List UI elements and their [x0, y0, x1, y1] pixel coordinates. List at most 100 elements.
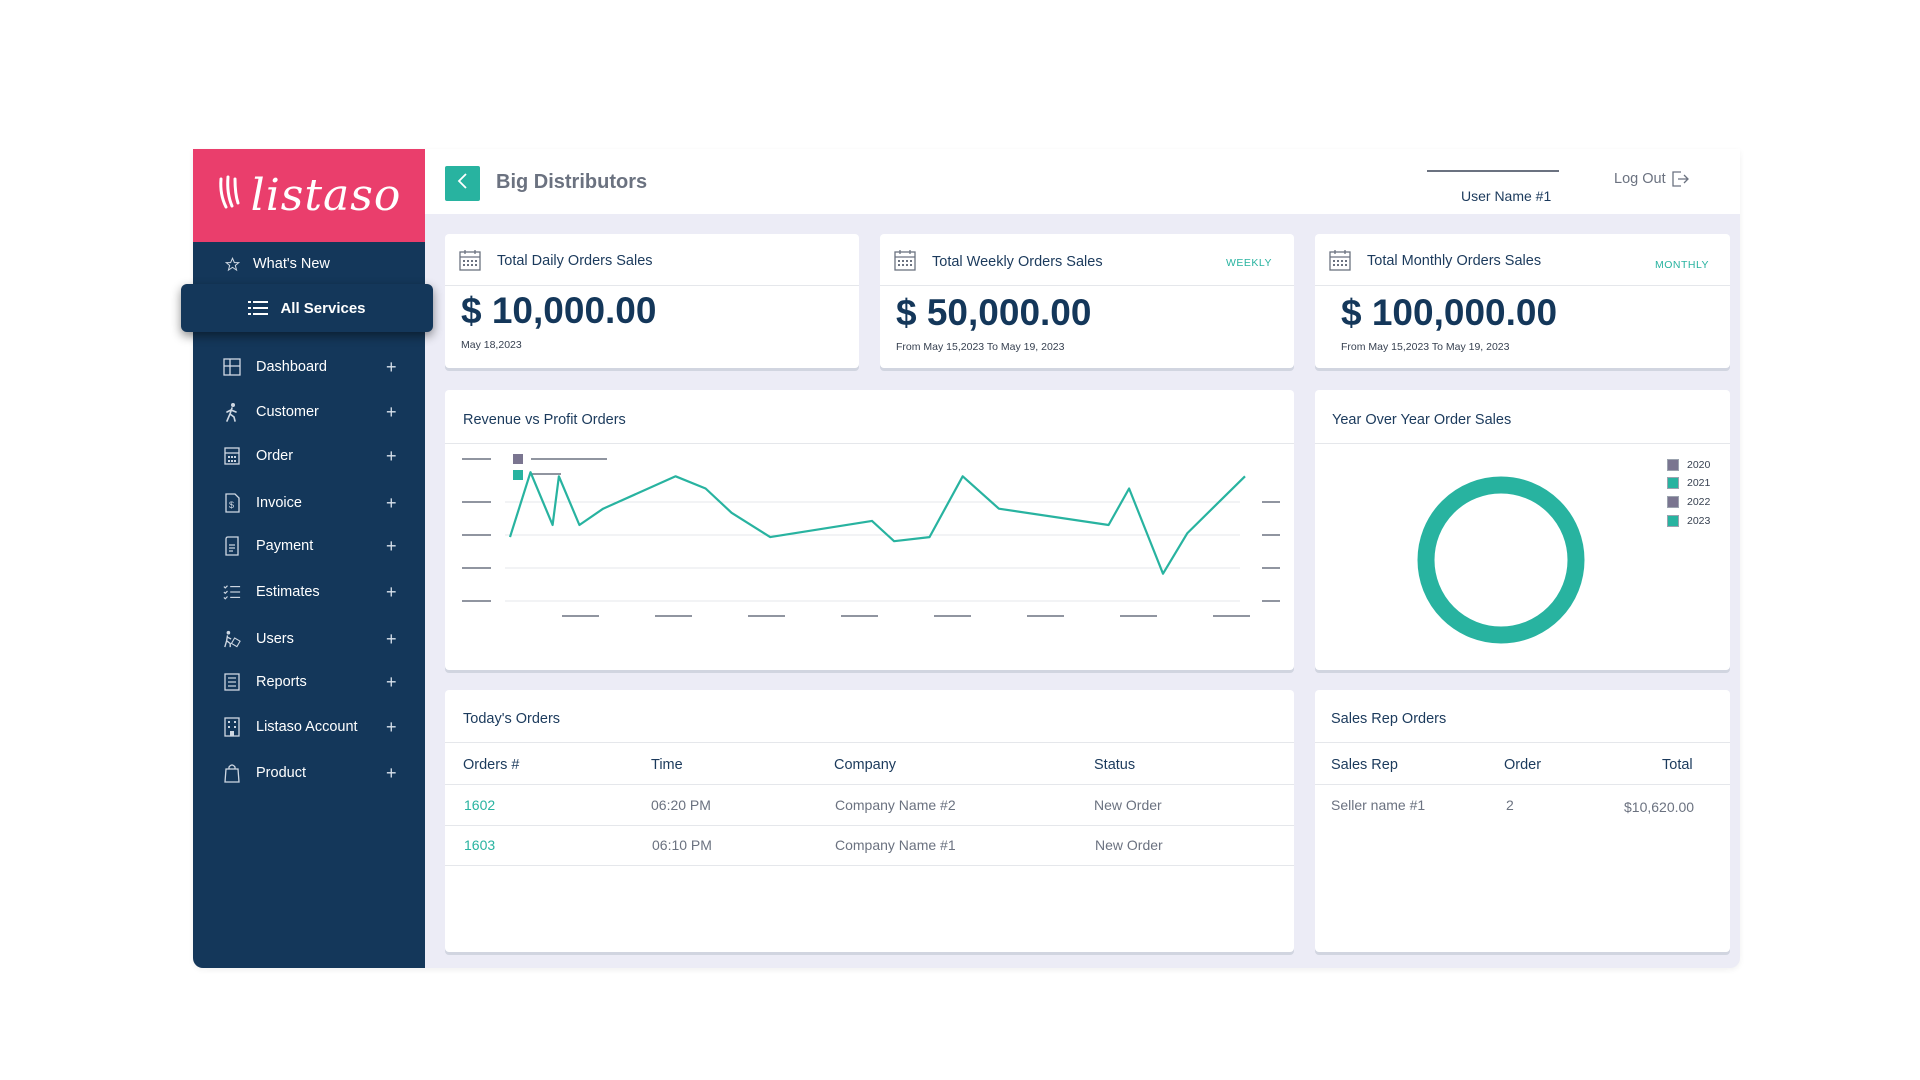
calendar-icon — [894, 249, 916, 276]
sales-rep-name: Seller name #1 — [1331, 797, 1426, 813]
menu-icon — [248, 301, 269, 315]
svg-text:$: $ — [229, 500, 234, 510]
stat-title: Total Daily Orders Sales — [497, 253, 653, 269]
sales-rep-total: $10,620.00 — [1624, 799, 1695, 815]
card-header — [445, 390, 1294, 444]
order-status: New Order — [1095, 837, 1163, 853]
sidebar-item-label: Estimates — [256, 584, 320, 600]
expand-icon[interactable]: + — [386, 762, 397, 783]
legend-item-2022[interactable]: 2022 — [1667, 496, 1710, 508]
order-time: 06:10 PM — [652, 837, 712, 853]
period-badge[interactable]: MONTHLY — [1655, 259, 1710, 271]
order-number-link[interactable]: 1602 — [464, 797, 496, 813]
legend-item-2023[interactable]: 2023 — [1667, 515, 1710, 527]
period-badge[interactable]: WEEKLY — [1226, 257, 1272, 269]
expand-icon[interactable]: + — [386, 492, 397, 513]
sidebar-item-label: Payment — [256, 538, 314, 554]
order-company: Company Name #2 — [835, 797, 956, 813]
all-services-label: All Services — [280, 299, 366, 317]
column-header[interactable]: Order — [1504, 757, 1542, 773]
order-company: Company Name #1 — [835, 837, 956, 853]
all-services-button[interactable]: All Services — [181, 284, 433, 332]
yoy-chart-card: Year Over Year Order Sales 2020 2021 202… — [1315, 390, 1730, 670]
legend-label: 2023 — [1687, 515, 1711, 527]
card-header — [1315, 234, 1730, 286]
donut-chart — [1417, 476, 1585, 644]
page-title: Big Distributors — [496, 171, 648, 193]
sidebar-item-label: Listaso Account — [256, 719, 358, 735]
column-header[interactable]: Orders # — [463, 757, 520, 773]
divider — [445, 784, 1294, 785]
brand-logo[interactable]: listaso — [193, 149, 425, 242]
top-header — [425, 149, 1740, 214]
user-name[interactable]: User Name #1 — [1461, 188, 1552, 204]
stat-subtitle: From May 15,2023 To May 19, 2023 — [1341, 341, 1510, 353]
legend-swatch — [513, 470, 523, 480]
logo-text: listaso — [250, 170, 402, 221]
receipt-icon — [223, 536, 241, 556]
sales-rep-orders-card: Sales Rep Orders Sales Rep Order Total S… — [1315, 690, 1730, 952]
stat-title: Total Monthly Orders Sales — [1367, 253, 1542, 269]
legend-item-2021[interactable]: 2021 — [1667, 477, 1710, 489]
card-header — [445, 690, 1294, 743]
column-header[interactable]: Time — [651, 757, 683, 773]
logout-icon — [1671, 171, 1689, 187]
sidebar-item-label: Product — [256, 765, 306, 781]
todays-orders-card: Today's Orders Orders # Time Company Sta… — [445, 690, 1294, 952]
sidebar-item-whats-new[interactable]: What's New — [193, 246, 425, 282]
card-header — [1315, 690, 1730, 743]
sidebar-item-label: Customer — [256, 404, 319, 420]
stat-subtitle: May 18,2023 — [461, 339, 522, 351]
divider — [1315, 784, 1730, 785]
stat-card-daily: Total Daily Orders Sales $ 10,000.00 May… — [445, 234, 859, 368]
sidebar-item-users[interactable]: Users + — [193, 621, 425, 657]
sidebar-item-estimates[interactable]: Estimates + — [193, 574, 425, 610]
expand-icon[interactable]: + — [386, 628, 397, 649]
column-header[interactable]: Sales Rep — [1331, 757, 1398, 773]
legend-item-2020[interactable]: 2020 — [1667, 459, 1710, 471]
sidebar-item-payment[interactable]: Payment + — [193, 528, 425, 564]
expand-icon[interactable]: + — [386, 356, 397, 377]
card-header — [880, 234, 1294, 286]
sidebar-item-listaso-account[interactable]: Listaso Account + — [193, 709, 425, 745]
series-line — [508, 471, 1246, 575]
sidebar: listaso What's New All Services Dashboar… — [181, 149, 433, 968]
sidebar-item-reports[interactable]: Reports + — [193, 664, 425, 700]
column-header[interactable]: Status — [1094, 757, 1136, 773]
divider — [445, 825, 1294, 826]
user-divider — [1427, 170, 1559, 172]
legend-label: 2020 — [1687, 459, 1711, 471]
sidebar-item-dashboard[interactable]: Dashboard + — [193, 349, 425, 385]
sidebar-item-label: Order — [256, 448, 294, 464]
order-status: New Order — [1094, 797, 1162, 813]
revenue-chart-card: Revenue vs Profit Orders — [445, 390, 1294, 670]
calendar-icon — [459, 249, 481, 276]
sidebar-item-label: Users — [256, 631, 294, 647]
sidebar-item-customer[interactable]: Customer + — [193, 394, 425, 430]
expand-icon[interactable]: + — [386, 581, 397, 602]
sidebar-item-product[interactable]: Product + — [193, 755, 425, 791]
sidebar-item-label: Reports — [256, 674, 307, 690]
expand-icon[interactable]: + — [386, 401, 397, 422]
logout-button[interactable]: Log Out — [1614, 171, 1689, 187]
legend-swatch — [1667, 496, 1679, 508]
chevron-left-icon — [456, 172, 470, 195]
shopping-bag-icon — [223, 764, 241, 783]
chart-title: Revenue vs Profit Orders — [463, 412, 626, 428]
expand-icon[interactable]: + — [386, 671, 397, 692]
calculator-icon — [223, 447, 241, 465]
sidebar-item-invoice[interactable]: $ Invoice + — [193, 485, 425, 521]
expand-icon[interactable]: + — [386, 535, 397, 556]
calendar-icon — [1329, 249, 1351, 276]
sidebar-item-label: What's New — [253, 256, 330, 272]
sidebar-item-label: Dashboard — [256, 359, 327, 375]
order-number-link[interactable]: 1603 — [464, 837, 496, 853]
expand-icon[interactable]: + — [386, 445, 397, 466]
column-header[interactable]: Total — [1662, 757, 1693, 773]
sidebar-item-order[interactable]: Order + — [193, 438, 425, 474]
expand-icon[interactable]: + — [386, 716, 397, 737]
stat-value: $ 10,000.00 — [461, 290, 657, 331]
back-button[interactable] — [445, 166, 480, 201]
legend-swatch — [513, 454, 523, 464]
column-header[interactable]: Company — [834, 757, 897, 773]
